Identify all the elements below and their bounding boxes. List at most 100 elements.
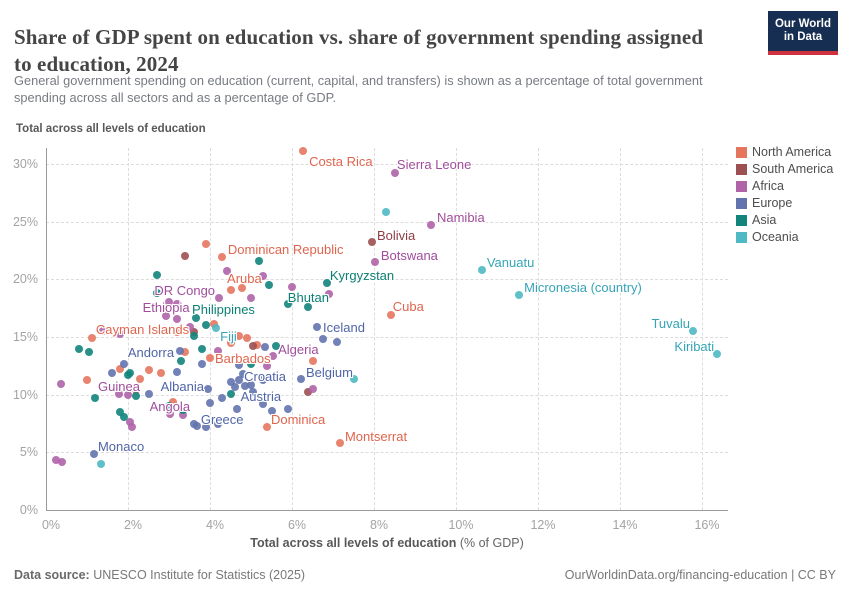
- data-point[interactable]: [181, 252, 190, 261]
- country-label[interactable]: Montserrat: [344, 429, 408, 445]
- data-point-cuba[interactable]: [386, 311, 395, 320]
- data-point[interactable]: [124, 390, 132, 399]
- data-point[interactable]: [58, 457, 67, 466]
- data-point[interactable]: [226, 338, 235, 347]
- data-point[interactable]: [91, 394, 100, 403]
- data-point[interactable]: [255, 256, 264, 265]
- data-point[interactable]: [144, 389, 153, 398]
- legend-item-south-america[interactable]: South America: [736, 163, 833, 175]
- data-point-namibia[interactable]: [426, 221, 435, 230]
- country-label[interactable]: Austria: [240, 388, 282, 404]
- data-point[interactable]: [283, 404, 292, 413]
- data-point[interactable]: [308, 357, 317, 366]
- data-point-vanuatu[interactable]: [477, 266, 486, 275]
- data-point[interactable]: [214, 419, 223, 428]
- data-point-aruba[interactable]: [238, 283, 247, 292]
- country-label[interactable]: Costa Rica: [309, 154, 373, 170]
- country-label[interactable]: Kyrgyzstan: [329, 267, 395, 283]
- data-point-micronesia-country-[interactable]: [515, 290, 524, 299]
- country-label[interactable]: Vanuatu: [486, 255, 535, 271]
- data-point-albania[interactable]: [203, 384, 212, 393]
- data-point-angola[interactable]: [165, 409, 174, 418]
- data-point-iceland[interactable]: [313, 322, 321, 331]
- data-point[interactable]: [156, 368, 165, 377]
- data-point-kyrgyzstan[interactable]: [322, 278, 331, 287]
- data-point[interactable]: [226, 285, 235, 294]
- data-point-croatia[interactable]: [235, 375, 244, 384]
- data-point[interactable]: [283, 299, 292, 308]
- country-label[interactable]: Namibia: [436, 210, 485, 226]
- data-point-fiji[interactable]: [212, 324, 221, 333]
- data-point[interactable]: [136, 374, 145, 383]
- data-point[interactable]: [349, 374, 358, 383]
- data-point-monaco[interactable]: [89, 450, 98, 459]
- data-point[interactable]: [85, 347, 94, 356]
- country-label[interactable]: Ethiopia: [142, 300, 190, 316]
- country-label[interactable]: Belgium: [306, 364, 353, 380]
- data-point-cayman-islands[interactable]: [87, 334, 96, 343]
- country-label[interactable]: Aruba: [227, 270, 262, 286]
- data-point[interactable]: [83, 375, 91, 384]
- data-point[interactable]: [249, 341, 258, 350]
- data-point[interactable]: [318, 335, 327, 344]
- data-point[interactable]: [181, 347, 190, 356]
- country-label[interactable]: Albania: [160, 378, 204, 394]
- data-point[interactable]: [249, 388, 258, 397]
- data-point[interactable]: [74, 344, 83, 353]
- data-point[interactable]: [197, 344, 206, 353]
- country-label[interactable]: Barbados: [215, 350, 271, 366]
- legend-item-north-america[interactable]: North America: [736, 146, 833, 158]
- data-point[interactable]: [165, 297, 173, 306]
- country-label[interactable]: Croatia: [244, 368, 287, 384]
- owid-logo[interactable]: Our World in Data: [768, 11, 838, 55]
- legend-item-africa[interactable]: Africa: [736, 180, 833, 192]
- data-point[interactable]: [259, 375, 268, 384]
- data-point[interactable]: [247, 359, 255, 368]
- data-point[interactable]: [132, 386, 141, 395]
- data-point-botswana[interactable]: [370, 258, 379, 267]
- data-point[interactable]: [107, 368, 116, 377]
- data-point[interactable]: [152, 270, 161, 279]
- legend-item-oceania[interactable]: Oceania: [736, 231, 833, 243]
- data-point-bhutan[interactable]: [304, 303, 313, 312]
- data-point[interactable]: [177, 357, 186, 366]
- data-point[interactable]: [206, 398, 214, 407]
- country-label[interactable]: Micronesia (country): [524, 279, 642, 295]
- data-point-bolivia[interactable]: [367, 238, 376, 247]
- data-point-dominican-republic[interactable]: [217, 253, 226, 262]
- country-label[interactable]: Dominican Republic: [227, 242, 344, 258]
- country-label[interactable]: DR Congo: [154, 282, 216, 298]
- data-point[interactable]: [126, 368, 135, 377]
- country-label[interactable]: Monaco: [97, 439, 145, 455]
- legend-item-europe[interactable]: Europe: [736, 197, 833, 209]
- data-point[interactable]: [115, 407, 124, 416]
- data-point[interactable]: [234, 360, 243, 369]
- country-label[interactable]: Botswana: [380, 248, 438, 264]
- data-point[interactable]: [115, 365, 124, 374]
- country-label[interactable]: Fiji: [220, 329, 237, 345]
- data-point-greece[interactable]: [192, 421, 201, 430]
- data-point[interactable]: [99, 327, 108, 336]
- data-point[interactable]: [128, 422, 137, 431]
- data-point-sierra-leone[interactable]: [390, 169, 399, 178]
- data-point-ethiopia[interactable]: [162, 312, 171, 321]
- data-point[interactable]: [57, 380, 66, 389]
- data-point[interactable]: [119, 359, 128, 368]
- data-point[interactable]: [288, 283, 296, 292]
- data-point-dominica[interactable]: [262, 422, 271, 431]
- data-point-tuvalu[interactable]: [688, 327, 697, 336]
- data-point[interactable]: [173, 314, 182, 323]
- country-label[interactable]: Dominica: [270, 411, 326, 427]
- data-point[interactable]: [324, 290, 333, 299]
- data-point[interactable]: [242, 334, 251, 343]
- data-point[interactable]: [185, 322, 194, 331]
- country-label[interactable]: Angola: [149, 398, 191, 414]
- data-point[interactable]: [189, 419, 198, 428]
- country-label[interactable]: Cuba: [392, 299, 424, 315]
- country-label[interactable]: Iceland: [323, 319, 365, 335]
- data-point[interactable]: [210, 320, 219, 329]
- data-point[interactable]: [238, 369, 247, 378]
- data-point[interactable]: [267, 406, 276, 415]
- data-point[interactable]: [218, 394, 227, 403]
- data-point[interactable]: [223, 267, 232, 276]
